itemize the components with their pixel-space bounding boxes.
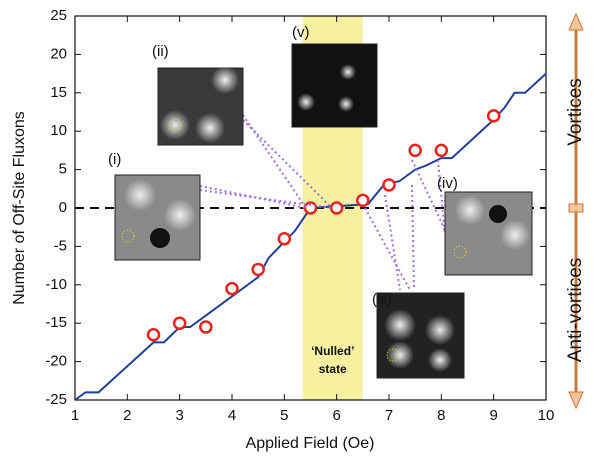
y-tick-label: -20 — [45, 353, 67, 370]
data-point — [172, 316, 187, 330]
x-tick-label: 3 — [175, 407, 183, 424]
side-label: Vortices — [565, 78, 586, 146]
inset-label: (iii) — [372, 291, 392, 308]
x-tick-label: 5 — [280, 407, 288, 424]
data-point — [251, 262, 265, 277]
inset-ii: (ii) — [152, 43, 244, 146]
y-tick-label: 0 — [59, 199, 67, 216]
shaded-label: state — [319, 362, 347, 376]
x-axis-label: Applied Field (Oe) — [246, 435, 375, 452]
x-tick-label: 6 — [332, 407, 340, 424]
inset-label: (iv) — [437, 175, 458, 192]
data-point — [486, 109, 501, 123]
plot-layer — [74, 72, 547, 401]
data-point — [225, 281, 239, 296]
y-tick-label: 20 — [50, 45, 67, 62]
x-tick-label: 4 — [228, 407, 236, 424]
data-point — [356, 193, 370, 208]
y-tick-label: -15 — [45, 314, 67, 331]
connectors — [199, 114, 446, 291]
data-point — [199, 320, 213, 334]
side-arrow: Vortices Anti-vortices — [565, 12, 586, 410]
y-tick-label: 25 — [50, 7, 67, 24]
y-tick-label: -5 — [54, 237, 67, 254]
x-tick-label: 1 — [71, 407, 79, 424]
data-point — [277, 231, 292, 246]
inset-iv: (iv) — [437, 175, 533, 276]
y-axis-label: Number of Off-Site Fluxons — [11, 111, 28, 305]
inset-v: (v) — [291, 24, 378, 128]
side-label: Anti-vortices — [565, 258, 586, 363]
data-point — [329, 201, 344, 215]
y-tick-label: 15 — [50, 84, 67, 101]
x-tick-label: 8 — [437, 407, 445, 424]
inset-label: (i) — [108, 151, 121, 168]
shaded-label: ‘Nulled’ — [311, 344, 354, 358]
data-point — [382, 178, 396, 192]
y-tick-label: -10 — [45, 276, 67, 293]
data-point — [408, 143, 422, 158]
y-tick-label: 10 — [50, 122, 67, 139]
x-tick-label: 9 — [489, 407, 497, 424]
x-tick-label: 10 — [538, 407, 555, 424]
x-tick-label: 2 — [123, 407, 131, 424]
inset-label: (v) — [292, 24, 310, 41]
y-tick-label: 5 — [59, 161, 67, 178]
x-tick-label: 7 — [385, 407, 393, 424]
y-tick-label: -25 — [45, 391, 67, 408]
inset-iii: (iii) — [372, 291, 465, 379]
data-point — [146, 327, 161, 342]
inset-i: (i) — [108, 151, 201, 261]
inset-label: (ii) — [152, 43, 169, 60]
data-point — [434, 143, 449, 158]
